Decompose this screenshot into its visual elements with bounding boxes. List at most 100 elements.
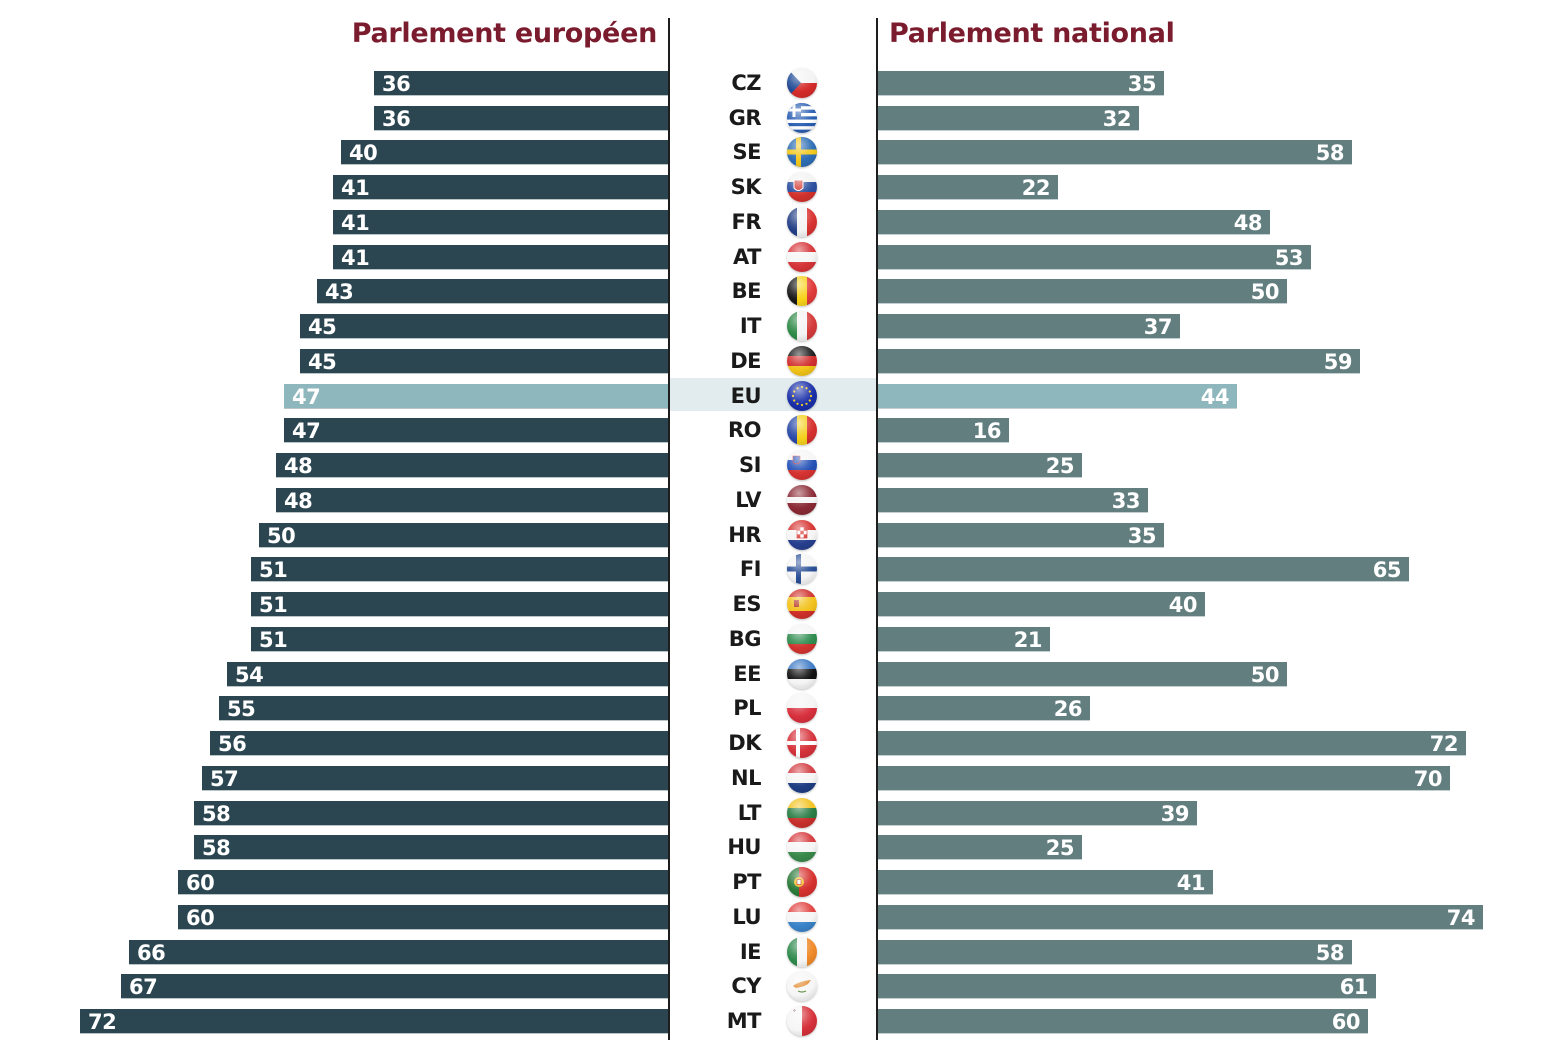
bar-national-lt: 39 bbox=[878, 801, 1197, 826]
bar-national-de: 59 bbox=[878, 349, 1360, 374]
france-flag-icon bbox=[787, 207, 817, 237]
denmark-flag-icon bbox=[787, 728, 817, 758]
bar-european-de: 45 bbox=[300, 349, 668, 374]
bar-european-dk: 56 bbox=[210, 731, 668, 756]
country-code-label: LT bbox=[737, 801, 762, 825]
bar-value-label: 51 bbox=[259, 558, 288, 582]
country-code-label: NL bbox=[731, 766, 761, 790]
bar-national-fr: 48 bbox=[878, 210, 1270, 235]
estonia-flag-icon bbox=[787, 659, 817, 689]
country-code-label: SI bbox=[739, 453, 761, 477]
bar-european-sk: 41 bbox=[333, 175, 668, 200]
bar-national-it: 37 bbox=[878, 314, 1180, 339]
right-axis-line bbox=[876, 18, 878, 1040]
bar-value-label: 48 bbox=[284, 454, 313, 478]
title-european-parliament: Parlement européen bbox=[351, 18, 658, 49]
bar-value-label: 33 bbox=[1111, 489, 1141, 513]
bar-national-hr: 35 bbox=[878, 523, 1164, 548]
malta-flag-icon bbox=[787, 1006, 817, 1036]
country-code-label: IT bbox=[739, 314, 762, 338]
bar-national-es: 40 bbox=[878, 592, 1205, 617]
bar-value-label: 55 bbox=[227, 697, 256, 721]
bar-value-label: 36 bbox=[382, 107, 411, 131]
bar-national-cy: 61 bbox=[878, 974, 1376, 999]
bar-european-gr: 36 bbox=[374, 106, 668, 131]
portugal-flag-icon bbox=[787, 867, 817, 897]
bar-value-label: 41 bbox=[341, 176, 370, 200]
country-code-label: FI bbox=[739, 557, 762, 581]
latvia-flag-icon bbox=[787, 485, 817, 515]
bar-national-cz: 35 bbox=[878, 71, 1164, 96]
bar-european-cz: 36 bbox=[374, 71, 668, 96]
bar-value-label: 35 bbox=[1127, 72, 1157, 96]
bar-european-si: 48 bbox=[276, 453, 668, 478]
bar-national-bg: 21 bbox=[878, 627, 1050, 652]
bar-value-label: 48 bbox=[1233, 211, 1263, 235]
bar-european-pl: 55 bbox=[219, 696, 668, 721]
country-code-label: HR bbox=[728, 523, 761, 547]
bar-value-label: 58 bbox=[202, 802, 231, 826]
bar-european-ie: 66 bbox=[129, 940, 668, 965]
bar-european-mt: 72 bbox=[80, 1009, 668, 1034]
sweden-flag-icon bbox=[787, 137, 817, 167]
bar-national-hu: 25 bbox=[878, 835, 1082, 860]
bar-value-label: 60 bbox=[186, 906, 215, 930]
bar-value-label: 39 bbox=[1160, 802, 1190, 826]
title-national-parliament: Parlement national bbox=[889, 18, 1175, 49]
bar-value-label: 47 bbox=[292, 385, 321, 409]
italy-flag-icon bbox=[787, 311, 817, 341]
country-code-label: DE bbox=[730, 349, 761, 373]
bar-national-sk: 22 bbox=[878, 175, 1058, 200]
bar-value-label: 59 bbox=[1323, 350, 1353, 374]
bar-value-label: 58 bbox=[202, 836, 231, 860]
bar-national-pt: 41 bbox=[878, 870, 1213, 895]
bar-national-ee: 50 bbox=[878, 662, 1287, 687]
bar-national-lu: 74 bbox=[878, 905, 1483, 930]
bar-european-lt: 58 bbox=[194, 801, 668, 826]
bar-value-label: 43 bbox=[325, 280, 354, 304]
bar-european-es: 51 bbox=[251, 592, 668, 617]
czech-flag-icon bbox=[787, 68, 817, 98]
bar-value-label: 32 bbox=[1102, 107, 1132, 131]
bar-value-label: 61 bbox=[1339, 975, 1369, 999]
bar-value-label: 56 bbox=[218, 732, 247, 756]
bar-value-label: 44 bbox=[1200, 385, 1230, 409]
bar-value-label: 25 bbox=[1045, 454, 1075, 478]
country-code-label: IE bbox=[739, 940, 762, 964]
country-code-label: BG bbox=[728, 627, 762, 651]
bar-value-label: 50 bbox=[1250, 663, 1280, 687]
country-code-label: AT bbox=[733, 245, 761, 269]
bar-value-label: 25 bbox=[1045, 836, 1075, 860]
bar-value-label: 72 bbox=[88, 1010, 117, 1034]
bar-value-label: 41 bbox=[341, 246, 370, 270]
bar-national-nl: 70 bbox=[878, 766, 1450, 791]
bar-national-si: 25 bbox=[878, 453, 1082, 478]
ireland-flag-icon bbox=[787, 937, 817, 967]
bar-national-be: 50 bbox=[878, 279, 1287, 304]
left-axis-line bbox=[668, 18, 670, 1040]
country-code-label: HU bbox=[727, 835, 761, 859]
bar-value-label: 21 bbox=[1013, 628, 1043, 652]
country-code-label: SE bbox=[732, 140, 762, 164]
country-code-label: FR bbox=[731, 210, 761, 234]
bar-european-nl: 57 bbox=[202, 766, 668, 791]
greece-flag-icon bbox=[787, 103, 817, 133]
spain-flag-icon bbox=[787, 589, 817, 619]
bar-value-label: 66 bbox=[137, 941, 166, 965]
romania-flag-icon bbox=[787, 415, 817, 445]
bar-value-label: 41 bbox=[341, 211, 370, 235]
belgium-flag-icon bbox=[787, 276, 817, 306]
bar-value-label: 37 bbox=[1143, 315, 1173, 339]
country-code-label: EE bbox=[733, 662, 761, 686]
bar-value-label: 16 bbox=[972, 419, 1002, 443]
bar-european-fi: 51 bbox=[251, 557, 668, 582]
bar-european-lv: 48 bbox=[276, 488, 668, 513]
bar-value-label: 58 bbox=[1315, 141, 1345, 165]
bar-value-label: 48 bbox=[284, 489, 313, 513]
country-code-label: MT bbox=[726, 1009, 762, 1033]
bar-value-label: 45 bbox=[308, 350, 337, 374]
bar-value-label: 50 bbox=[267, 524, 296, 548]
bar-value-label: 51 bbox=[259, 628, 288, 652]
bar-value-label: 57 bbox=[210, 767, 239, 791]
bar-national-gr: 32 bbox=[878, 106, 1139, 131]
